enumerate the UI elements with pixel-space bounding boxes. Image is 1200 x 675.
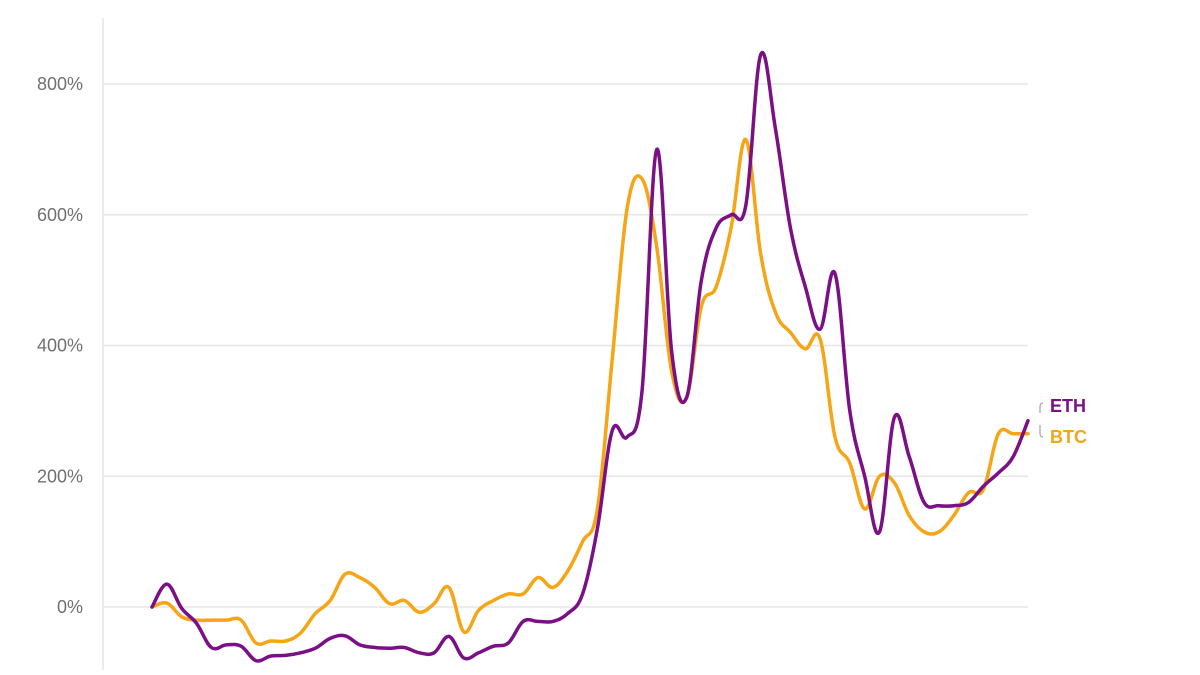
legend-connector-eth (1039, 402, 1044, 413)
y-tick-label: 400% (37, 336, 83, 356)
legend-connector-btc (1039, 425, 1044, 438)
series-lines (150, 50, 1030, 663)
legend-label-btc: BTC (1050, 427, 1087, 447)
y-tick-label: 800% (37, 74, 83, 94)
legend-label-eth: ETH (1050, 396, 1086, 416)
gridlines (103, 83, 1028, 608)
y-tick-label: 200% (37, 466, 83, 486)
series-line-btc (150, 137, 1030, 647)
y-tick-label: 600% (37, 205, 83, 225)
legend: ETH BTC (1039, 396, 1087, 447)
y-tick-label: 0% (57, 597, 83, 617)
series-line-eth (150, 50, 1030, 663)
y-axis: 0% 200% 400% 600% 800% (37, 18, 104, 670)
